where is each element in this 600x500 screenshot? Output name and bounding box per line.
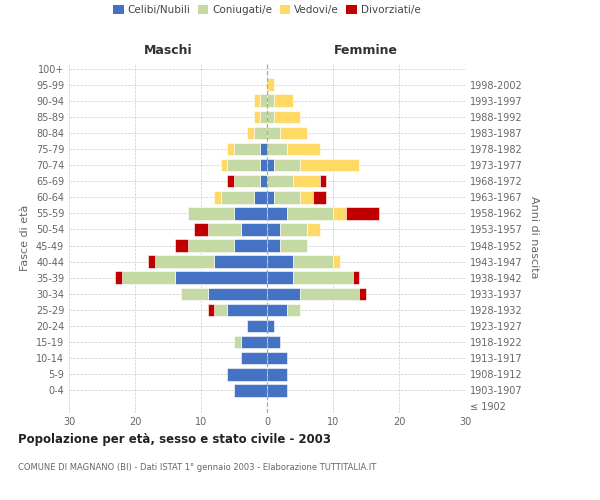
Bar xyxy=(346,207,379,220)
Bar xyxy=(260,143,267,156)
Bar xyxy=(313,191,326,203)
Bar xyxy=(254,126,267,139)
Bar xyxy=(241,336,267,348)
Bar xyxy=(234,143,260,156)
Bar xyxy=(280,240,307,252)
Bar xyxy=(267,240,280,252)
Bar xyxy=(320,175,326,188)
Bar xyxy=(267,288,300,300)
Bar xyxy=(247,320,267,332)
Bar xyxy=(155,256,214,268)
Bar xyxy=(208,304,214,316)
Bar xyxy=(267,336,280,348)
Bar xyxy=(267,384,287,396)
Bar xyxy=(234,175,260,188)
Bar xyxy=(280,223,307,235)
Bar xyxy=(274,159,300,172)
Bar xyxy=(214,191,221,203)
Bar xyxy=(267,272,293,284)
Bar xyxy=(221,191,254,203)
Bar xyxy=(188,207,234,220)
Bar xyxy=(293,272,353,284)
Bar xyxy=(267,110,274,123)
Bar xyxy=(274,94,293,107)
Bar xyxy=(241,223,267,235)
Bar xyxy=(267,320,274,332)
Bar xyxy=(122,272,175,284)
Bar xyxy=(234,240,267,252)
Bar xyxy=(241,352,267,364)
Bar xyxy=(175,272,267,284)
Bar xyxy=(208,223,241,235)
Bar xyxy=(175,240,188,252)
Bar xyxy=(260,110,267,123)
Bar xyxy=(287,143,320,156)
Bar xyxy=(287,207,333,220)
Bar xyxy=(274,110,300,123)
Bar xyxy=(260,94,267,107)
Bar xyxy=(267,126,280,139)
Bar xyxy=(300,159,359,172)
Bar xyxy=(287,304,300,316)
Bar xyxy=(267,304,287,316)
Bar xyxy=(280,126,307,139)
Bar xyxy=(234,207,267,220)
Bar xyxy=(300,288,359,300)
Legend: Celibi/Nubili, Coniugati/e, Vedovi/e, Divorziati/e: Celibi/Nubili, Coniugati/e, Vedovi/e, Di… xyxy=(113,5,421,15)
Bar xyxy=(254,110,260,123)
Bar xyxy=(267,94,274,107)
Bar xyxy=(234,384,267,396)
Bar xyxy=(300,191,313,203)
Bar xyxy=(333,207,346,220)
Bar xyxy=(267,256,293,268)
Text: Popolazione per età, sesso e stato civile - 2003: Popolazione per età, sesso e stato civil… xyxy=(18,432,331,446)
Bar xyxy=(267,352,287,364)
Bar xyxy=(267,223,280,235)
Bar xyxy=(181,288,208,300)
Bar xyxy=(115,272,122,284)
Y-axis label: Fasce di età: Fasce di età xyxy=(20,204,30,270)
Bar xyxy=(293,175,320,188)
Bar xyxy=(227,159,260,172)
Bar xyxy=(307,223,320,235)
Bar xyxy=(221,159,227,172)
Bar xyxy=(208,288,267,300)
Bar xyxy=(267,368,287,380)
Bar xyxy=(254,191,267,203)
Bar xyxy=(227,368,267,380)
Bar xyxy=(353,272,359,284)
Bar xyxy=(274,191,300,203)
Bar xyxy=(188,240,234,252)
Bar xyxy=(194,223,208,235)
Bar xyxy=(214,256,267,268)
Bar xyxy=(234,336,241,348)
Bar xyxy=(227,143,234,156)
Bar xyxy=(260,175,267,188)
Bar xyxy=(293,256,333,268)
Bar xyxy=(227,304,267,316)
Bar xyxy=(267,159,274,172)
Bar xyxy=(247,126,254,139)
Text: COMUNE DI MAGNANO (BI) - Dati ISTAT 1° gennaio 2003 - Elaborazione TUTTITALIA.IT: COMUNE DI MAGNANO (BI) - Dati ISTAT 1° g… xyxy=(18,462,376,471)
Bar xyxy=(359,288,366,300)
Bar xyxy=(267,143,287,156)
Bar xyxy=(254,94,260,107)
Bar xyxy=(267,207,287,220)
Bar xyxy=(260,159,267,172)
Bar xyxy=(227,175,234,188)
Bar xyxy=(267,175,293,188)
Bar xyxy=(333,256,340,268)
Bar xyxy=(148,256,155,268)
Y-axis label: Anni di nascita: Anni di nascita xyxy=(529,196,539,278)
Bar xyxy=(267,191,274,203)
Text: Maschi: Maschi xyxy=(143,44,193,58)
Bar xyxy=(214,304,227,316)
Text: Femmine: Femmine xyxy=(334,44,398,58)
Bar xyxy=(267,78,274,91)
